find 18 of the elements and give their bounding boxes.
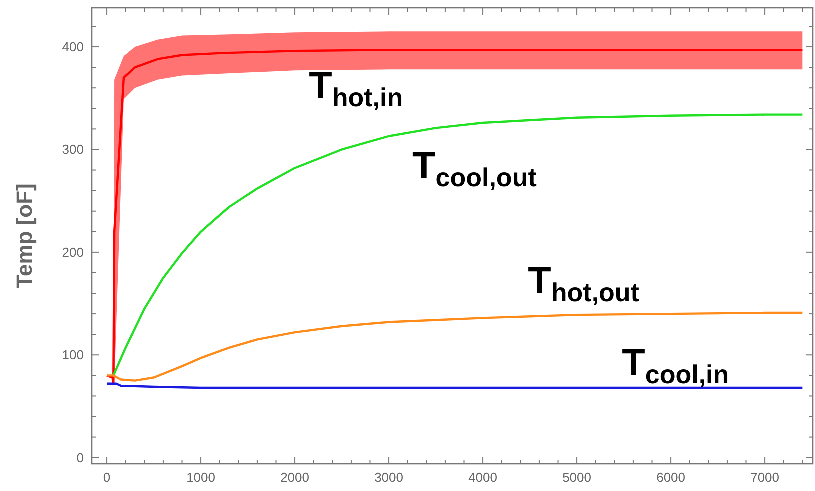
x-tick-label: 3000 bbox=[374, 470, 404, 485]
y-tick-label: 0 bbox=[76, 450, 84, 466]
x-tick-label: 4000 bbox=[468, 470, 498, 485]
x-tick-label: 6000 bbox=[656, 470, 686, 485]
x-tick-label: 0 bbox=[103, 470, 111, 485]
series-label: T$_{cool,out}$ bbox=[412, 145, 538, 192]
y-axis-title: Temp [oF] bbox=[12, 184, 37, 288]
x-tick-label: 2000 bbox=[280, 470, 310, 485]
series-label: T$_{cool,in}$ bbox=[622, 342, 730, 390]
y-tick-label: 400 bbox=[62, 40, 84, 55]
series-label: T$_{hot,in}$ bbox=[309, 65, 404, 112]
x-tick-label: 1000 bbox=[186, 470, 216, 485]
y-tick-label: 200 bbox=[62, 244, 84, 260]
y-tick-label: 100 bbox=[62, 348, 84, 363]
x-tick-label: 5000 bbox=[562, 470, 592, 485]
series-label: T$_{hot,out}$ bbox=[528, 260, 640, 308]
x-tick-label: 7000 bbox=[750, 470, 780, 485]
y-tick-label: 300 bbox=[62, 142, 84, 158]
